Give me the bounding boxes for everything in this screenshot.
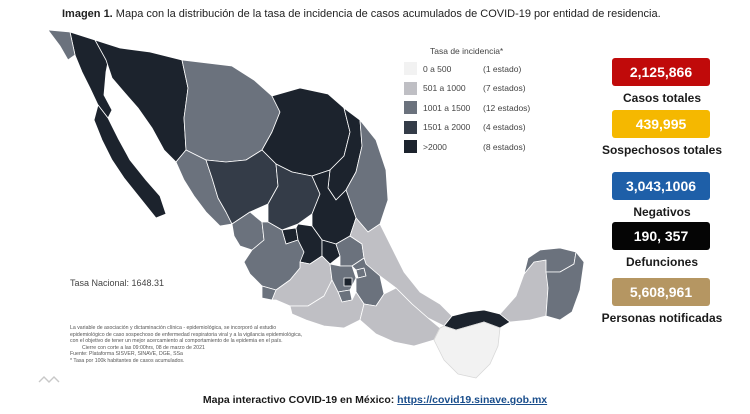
stat-value-box: 2,125,866 (612, 58, 710, 86)
legend-range: 1501 a 2000 (423, 122, 471, 133)
state-quintana-roo (545, 251, 585, 321)
legend-count: (8 estados) (483, 141, 526, 152)
stat-label: Personas notificadas (601, 311, 723, 325)
caption-label: Imagen 1. (62, 8, 113, 20)
covid19-map-link[interactable]: https://covid19.sinave.gob.mx (397, 394, 548, 406)
legend-range: >2000 (423, 141, 447, 152)
legend-swatch (404, 120, 417, 134)
stat-value-box: 3,043,1006 (612, 172, 710, 200)
legend-row: 1501 a 2000 (4 estados) (404, 118, 543, 138)
legend-count: (4 estados) (483, 122, 526, 133)
legend-swatch (404, 140, 417, 154)
note-line: Fuente: Plataforma SISVER, SINAVE, DGE, … (70, 351, 183, 358)
state-baja-west-shore (47, 29, 76, 61)
legend-count: (12 estados) (483, 102, 531, 113)
methodology-notes: La variable de asociación y dictaminació… (70, 325, 370, 365)
note-line: Cierre con corte a las 09:00hrs, 08 de m… (82, 344, 205, 351)
note-line: La variable de asociación y dictaminació… (70, 325, 277, 331)
incidence-legend: Tasa de incidencia* 0 a 500 (1 estado) 501… (404, 46, 543, 157)
legend-swatch (404, 101, 417, 115)
legend-row: 501 a 1000 (7 estados) (404, 79, 543, 99)
stat-label: Negativos (633, 205, 691, 219)
figure-caption: Imagen 1. Mapa con la distribución de la… (62, 8, 661, 20)
caption-text: Mapa con la distribución de la tasa de i… (112, 8, 661, 20)
legend-swatch (404, 81, 417, 95)
state-cdmx (343, 277, 353, 287)
legend-title: Tasa de incidencia* (430, 46, 504, 56)
legend-count: (1 estado) (483, 63, 522, 74)
stat-value-box: 439,995 (612, 110, 710, 138)
legend-count: (7 estados) (483, 83, 526, 94)
national-rate: Tasa Nacional: 1648.31 (70, 278, 165, 288)
stat-value-box: 190, 357 (612, 222, 710, 250)
note-line: epidemiológico de caso sospechoso de enf… (70, 331, 303, 338)
note-line: con el objetivo de tener un mejor acerca… (70, 338, 283, 345)
state-campeche (499, 259, 549, 323)
footer-text: Mapa interactivo COVID-19 en México: (202, 394, 398, 406)
state-chiapas (433, 321, 501, 379)
legend-row: 0 a 500 (1 estado) (404, 59, 543, 79)
state-veracruz (349, 217, 453, 327)
legend-range: 501 a 1000 (423, 83, 466, 94)
legend-range: 0 a 500 (423, 63, 452, 74)
note-line: * Tasa por 100k habitantes de casos acum… (70, 357, 185, 364)
salud-logo-icon (38, 376, 60, 383)
state-queretaro (321, 239, 341, 265)
state-guerrero (289, 279, 365, 329)
stat-label: Defunciones (625, 255, 698, 269)
legend-swatch (404, 62, 417, 76)
legend-range: 1001 a 1500 (423, 102, 471, 113)
stat-label: Casos totales (622, 91, 702, 105)
legend-row: >2000 (8 estados) (404, 137, 543, 157)
state-baja-california-sur (93, 104, 167, 219)
footer: Mapa interactivo COVID-19 en México: htt… (0, 394, 750, 406)
stat-value-box: 5,608,961 (612, 278, 710, 306)
legend-row: 1001 a 1500 (12 estados) (404, 98, 543, 118)
stat-label: Sospechosos totales (601, 143, 723, 157)
